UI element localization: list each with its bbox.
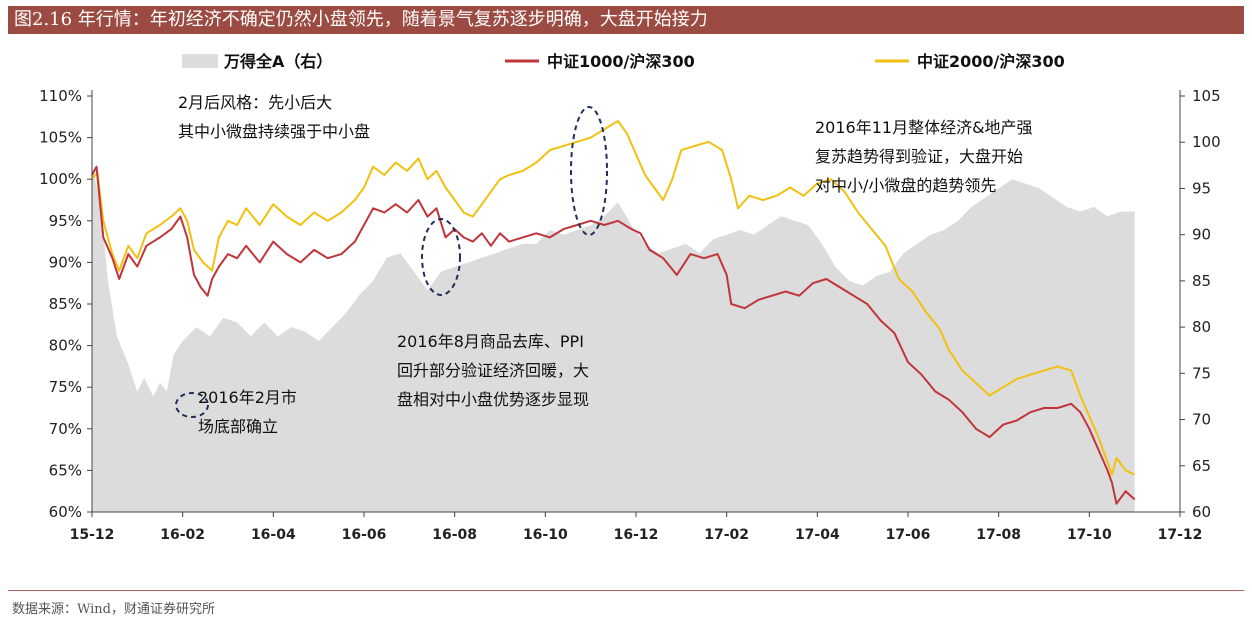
annotation-line: 对中小/小微盘的趋势领先 [815, 176, 996, 195]
x-tick-label: 16-02 [160, 527, 205, 543]
highlight-circle [175, 392, 209, 418]
line-csi1000 [91, 165, 1136, 505]
legend-csi2000-label: 中证2000/沪深300 [917, 52, 1065, 71]
y-right-tick-label: 70 [1192, 411, 1211, 429]
source-note: 数据来源：Wind，财通证券研究所 [12, 602, 215, 617]
annotation-line: 盘相对中小盘优势逐步显现 [397, 390, 589, 409]
y-left-tick-label: 80% [49, 337, 82, 355]
x-tick-label: 16-10 [523, 527, 568, 543]
x-tick-label: 17-12 [1158, 527, 1203, 543]
y-left-tick-label: 100% [39, 170, 82, 188]
annotation-line: 2016年11月整体经济&地产强 [815, 118, 1033, 137]
annotation-line: 复苏趋势得到验证，大盘开始 [815, 147, 1023, 166]
annotation-line: 场底部确立 [198, 417, 278, 436]
x-tick-label: 17-02 [704, 527, 749, 543]
area-wind-a [92, 165, 1135, 513]
annotation-line: 2016年2月市 [198, 388, 297, 407]
x-tick-label: 17-06 [886, 527, 931, 543]
y-right-tick-label: 105 [1192, 87, 1221, 105]
x-tick-label: 16-08 [432, 527, 477, 543]
y-left-tick-label: 75% [49, 378, 82, 396]
x-tick-label: 17-04 [795, 527, 840, 543]
highlight-circle [421, 218, 461, 296]
annotation-line: 回升部分验证经济回暖，大 [397, 361, 589, 380]
x-tick-label: 17-10 [1067, 527, 1112, 543]
y-left-tick-label: 85% [49, 295, 82, 313]
annotation-line: 其中小微盘持续强于中小盘 [178, 122, 370, 141]
y-left-tick-label: 70% [49, 420, 82, 438]
legend-csi1000-label: 中证1000/沪深300 [547, 52, 695, 71]
legend-wind-a-swatch [182, 54, 218, 68]
x-tick-label: 16-06 [342, 527, 387, 543]
area-layer [92, 165, 1135, 513]
legend-wind-a-label: 万得全A（右） [223, 52, 332, 71]
highlight-circle [570, 106, 608, 236]
line-csi2000 [91, 120, 1136, 476]
annotation-line: 2016年8月商品去库、PPI [397, 332, 584, 351]
y-right-tick-label: 85 [1192, 272, 1211, 290]
y-left-tick-label: 95% [49, 212, 82, 230]
lines-layer [91, 120, 1136, 505]
y-left-tick-label: 90% [49, 253, 82, 271]
x-tick-label: 16-04 [251, 527, 296, 543]
footer-divider [8, 590, 1244, 591]
y-right-tick-label: 65 [1192, 457, 1211, 475]
y-right-tick-label: 95 [1192, 179, 1211, 197]
y-right-tick-label: 100 [1192, 133, 1221, 151]
y-left-tick-label: 65% [49, 461, 82, 479]
y-right-tick-label: 75 [1192, 364, 1211, 382]
y-left-tick-label: 110% [39, 87, 82, 105]
x-tick-label: 16-12 [614, 527, 659, 543]
highlight-circles [175, 106, 608, 418]
annotation-line: 2月后风格：先小后大 [178, 93, 332, 112]
x-tick-label: 17-08 [976, 527, 1021, 543]
y-right-tick-label: 90 [1192, 226, 1211, 244]
y-right-tick-label: 60 [1192, 503, 1211, 521]
legend: 万得全A（右） 中证1000/沪深300 中证2000/沪深300 [182, 52, 1065, 71]
chart-title: 图2.16 年行情：年初经济不确定仍然小盘领先，随着景气复苏逐步明确，大盘开始接… [8, 6, 1244, 34]
y-left-tick-label: 105% [39, 129, 82, 147]
y-left-tick-label: 60% [49, 503, 82, 521]
axes-layer: 60% 65% 70% 75% 80% 85% 90% 95% 100% 105% 110% 60 65… [39, 87, 1221, 543]
x-tick-label: 15-12 [70, 527, 115, 543]
annotation: 2016年11月整体经济&地产强复苏趋势得到验证，大盘开始对中小/小微盘的趋势领… [815, 118, 1033, 195]
y-right-tick-label: 80 [1192, 318, 1211, 336]
